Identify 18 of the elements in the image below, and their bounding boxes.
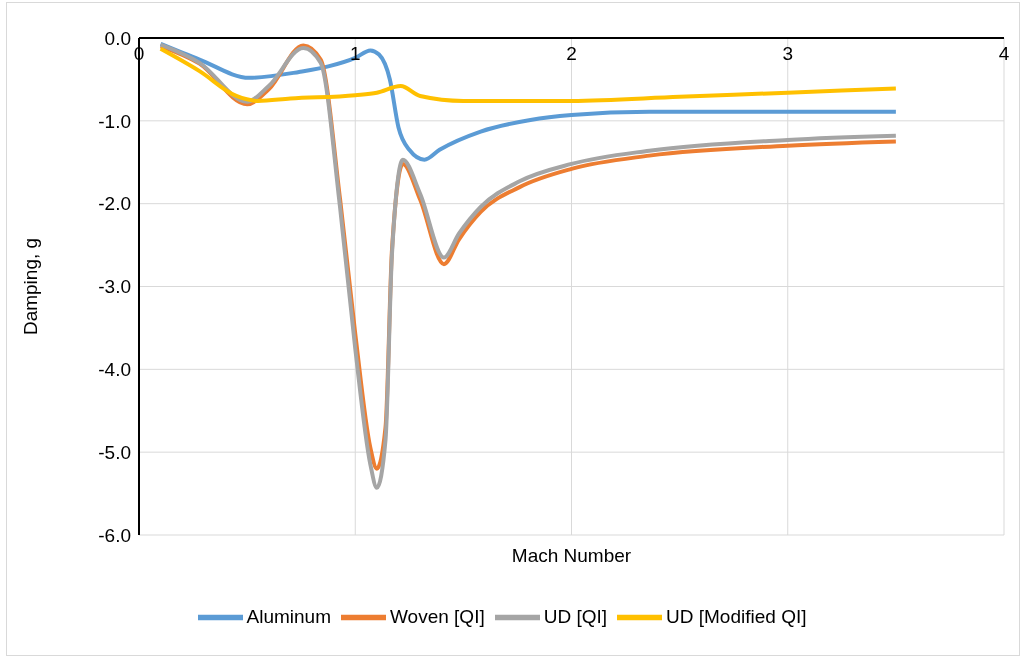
y-tick-label: -3.0: [98, 276, 131, 298]
y-tick-label: 0.0: [104, 27, 131, 49]
y-tick-label: -4.0: [98, 359, 131, 381]
line-series: [158, 46, 898, 103]
legend-label: Aluminum: [246, 605, 331, 627]
x-axis-title: Mach Number: [510, 545, 633, 567]
x-tick-label: 4: [998, 43, 1010, 64]
y-tick-label: -2.0: [98, 193, 131, 215]
x-tick-label: 2: [566, 43, 577, 64]
x-tick-label: 3: [782, 43, 794, 64]
line-series: [158, 41, 898, 162]
y-axis-title: Damping, g: [19, 237, 41, 336]
legend-label: UD [Modified QI]: [666, 605, 807, 627]
legend-label: UD [QI]: [543, 605, 608, 627]
y-tick-label: -1.0: [98, 110, 131, 132]
y-tick-label: -5.0: [98, 441, 131, 463]
legend-label: Woven [QI]: [390, 605, 485, 627]
y-tick-label: -6.0: [98, 524, 131, 546]
